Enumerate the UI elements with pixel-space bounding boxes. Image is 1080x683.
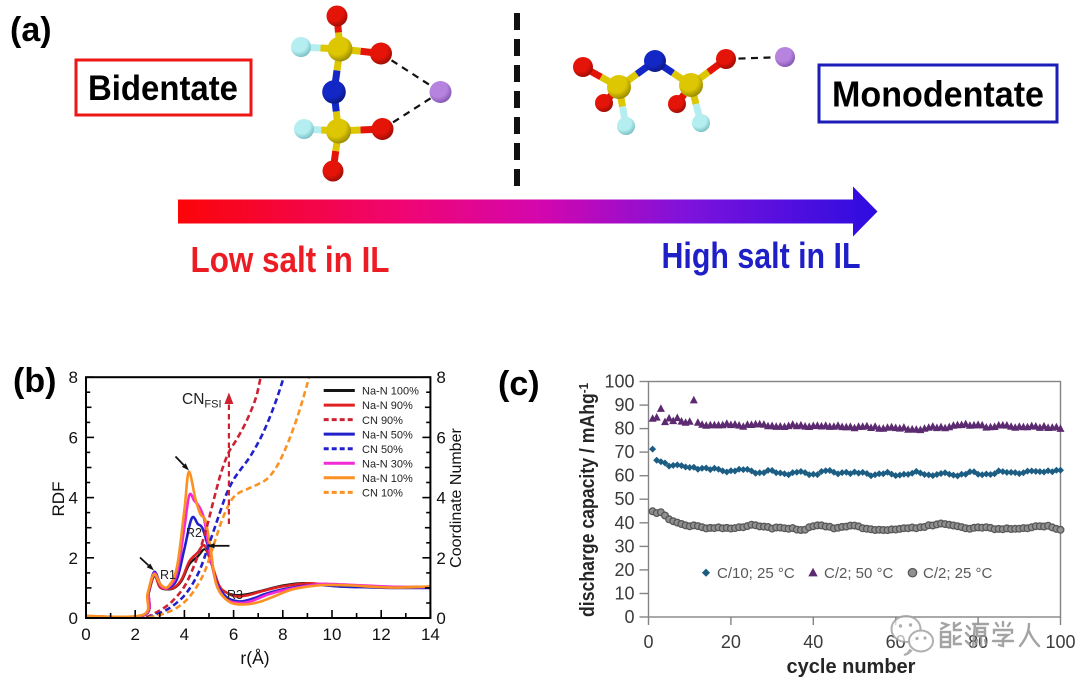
svg-text:CN 10%: CN 10% bbox=[362, 488, 403, 500]
svg-text:0: 0 bbox=[643, 632, 653, 652]
svg-text:R1: R1 bbox=[160, 568, 176, 582]
svg-text:100: 100 bbox=[1045, 632, 1075, 652]
svg-text:30: 30 bbox=[614, 536, 634, 556]
svg-text:8: 8 bbox=[278, 625, 287, 644]
svg-text:r(Å): r(Å) bbox=[240, 648, 269, 668]
svg-text:8: 8 bbox=[436, 368, 445, 387]
svg-text:4: 4 bbox=[180, 625, 189, 644]
svg-text:(b): (b) bbox=[13, 362, 56, 400]
svg-text:discharge capacity / mAhg-1: discharge capacity / mAhg-1 bbox=[576, 383, 599, 617]
svg-text:20: 20 bbox=[721, 632, 741, 652]
svg-text:60: 60 bbox=[614, 466, 634, 486]
svg-text:CN 50%: CN 50% bbox=[362, 444, 403, 456]
svg-text:Na-N 50%: Na-N 50% bbox=[362, 429, 413, 441]
svg-text:4: 4 bbox=[69, 489, 78, 508]
svg-text:0: 0 bbox=[624, 607, 634, 627]
svg-text:Bidentate: Bidentate bbox=[88, 69, 238, 108]
svg-text:(c): (c) bbox=[498, 365, 540, 403]
svg-text:6: 6 bbox=[436, 428, 445, 447]
svg-text:C/2; 50 °C: C/2; 50 °C bbox=[824, 565, 894, 582]
svg-text:CN 90%: CN 90% bbox=[362, 415, 403, 427]
svg-text:0: 0 bbox=[81, 625, 90, 644]
svg-text:0: 0 bbox=[69, 609, 78, 628]
svg-text:C/10; 25 °C: C/10; 25 °C bbox=[717, 565, 795, 582]
svg-text:Coordinate Number: Coordinate Number bbox=[448, 428, 465, 568]
svg-text:Na-N 100%: Na-N 100% bbox=[362, 386, 419, 398]
svg-text:20: 20 bbox=[614, 560, 634, 580]
svg-text:6: 6 bbox=[69, 428, 78, 447]
svg-text:14: 14 bbox=[421, 625, 440, 644]
svg-text:2: 2 bbox=[69, 549, 78, 568]
svg-text:Na-N 30%: Na-N 30% bbox=[362, 458, 413, 470]
svg-text:cycle number: cycle number bbox=[787, 656, 916, 678]
svg-text:(a): (a) bbox=[10, 11, 52, 49]
svg-text:Na-N 10%: Na-N 10% bbox=[362, 473, 413, 485]
svg-text:8: 8 bbox=[69, 368, 78, 387]
svg-text:Monodentate: Monodentate bbox=[832, 74, 1044, 115]
svg-text:0: 0 bbox=[436, 609, 445, 628]
svg-text:40: 40 bbox=[803, 632, 823, 652]
svg-text:2: 2 bbox=[436, 549, 445, 568]
svg-text:100: 100 bbox=[604, 372, 634, 392]
svg-text:Na-N 90%: Na-N 90% bbox=[362, 400, 413, 412]
svg-text:40: 40 bbox=[614, 513, 634, 533]
svg-text:R2: R2 bbox=[186, 526, 202, 540]
svg-text:RDF: RDF bbox=[49, 482, 68, 517]
svg-text:10: 10 bbox=[323, 625, 342, 644]
svg-text:CNFSI: CNFSI bbox=[182, 391, 222, 411]
svg-text:High salt in IL: High salt in IL bbox=[662, 235, 861, 276]
svg-text:50: 50 bbox=[614, 489, 634, 509]
svg-text:C/2; 25 °C: C/2; 25 °C bbox=[923, 565, 993, 582]
svg-text:10: 10 bbox=[614, 584, 634, 604]
svg-text:6: 6 bbox=[229, 625, 238, 644]
svg-text:R3: R3 bbox=[227, 588, 243, 602]
svg-text:12: 12 bbox=[372, 625, 391, 644]
svg-text:2: 2 bbox=[130, 625, 139, 644]
svg-text:70: 70 bbox=[614, 442, 634, 462]
svg-text:90: 90 bbox=[614, 395, 634, 415]
svg-text:80: 80 bbox=[614, 419, 634, 439]
svg-text:Low salt in IL: Low salt in IL bbox=[191, 239, 390, 280]
svg-text:4: 4 bbox=[436, 489, 445, 508]
